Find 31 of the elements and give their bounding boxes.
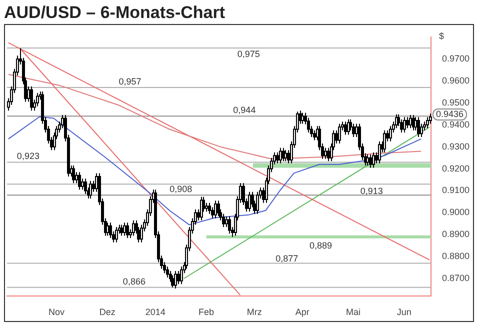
y-tick-label: 0.8700 [442,273,470,284]
y-tick-label: 0.9700 [442,53,470,64]
x-tick-label: Feb [198,307,214,318]
y-tick-label: 0.9400 [442,119,470,130]
ref-line-label: 0,944 [233,105,256,116]
x-tick-label: Mrz [246,307,262,318]
x-tick-label: 2014 [145,307,166,318]
y-tick-label: 0.9200 [442,163,470,174]
ref-line-label: 0,877 [276,253,298,264]
x-tick-label: Apr [295,307,310,318]
y-tick-label: 0.9000 [442,207,470,218]
y-tick-label: 0.9100 [442,185,470,196]
x-tick-label: Dez [99,307,116,318]
ref-line-label: 0,913 [360,186,383,196]
chart-title: AUD/USD – 6-Monats-Chart [3,2,226,24]
x-tick-label: Nov [48,307,65,318]
band-label: 0,889 [309,240,332,250]
ref-line-label: 0,923 [16,151,40,162]
text: 0.9436 [436,108,464,119]
ref-line-label: 0,908 [170,184,192,194]
y-tick-label: 0.9600 [442,75,470,86]
y-axis-title: $ [439,31,444,41]
ref-line-label: 0,975 [237,48,260,59]
y-tick-label: 0.9500 [442,97,470,108]
ref-line-label: 0,866 [122,276,146,286]
y-tick-label: 0.8800 [442,251,470,262]
x-tick-label: Jun [396,307,412,318]
y-tick-label: 0.8900 [442,229,470,240]
x-tick-label: Mai [346,307,361,318]
ref-line-label: 0,957 [118,76,142,87]
y-tick-label: 0.9300 [442,141,470,152]
